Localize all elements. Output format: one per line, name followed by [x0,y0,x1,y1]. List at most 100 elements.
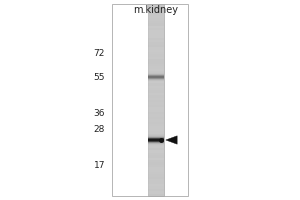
Bar [148,114,164,117]
Bar [148,155,164,158]
Bar [148,134,164,136]
Bar [148,23,164,26]
Text: 28: 28 [94,124,105,134]
Bar [148,184,164,186]
Bar [148,78,164,79]
Text: 17: 17 [94,160,105,170]
Bar [148,138,164,139]
Bar [148,167,164,170]
Bar [148,4,164,6]
Bar [148,191,164,194]
Bar [148,73,164,74]
Bar [148,137,164,138]
Bar [148,162,164,165]
Bar [148,95,164,98]
Bar [148,21,164,23]
Bar [148,64,164,66]
Bar [148,11,164,14]
Bar [148,144,164,145]
Bar [148,52,164,54]
Bar [148,79,164,80]
Bar [148,194,164,196]
Bar [148,66,164,69]
Bar [148,172,164,174]
Bar [148,18,164,21]
Bar [148,189,164,191]
Bar [148,124,164,126]
Bar [148,54,164,57]
Bar [148,81,164,83]
Bar [148,42,164,45]
Bar [148,112,164,114]
Bar [148,93,164,95]
Bar [148,76,164,77]
Bar [148,50,164,52]
Bar [148,119,164,122]
Bar [148,150,164,153]
Bar [148,142,164,143]
Bar [148,145,164,146]
Bar [148,72,164,73]
Bar [148,98,164,100]
Bar [148,77,164,78]
Bar [148,38,164,40]
Text: 55: 55 [94,72,105,82]
Bar [148,69,164,71]
Bar [148,177,164,179]
Text: 36: 36 [94,108,105,117]
Bar [148,4,164,196]
Bar [148,45,164,47]
Bar [148,143,164,146]
Bar [148,105,164,107]
Bar [112,4,188,196]
Bar [148,47,164,50]
Bar [148,107,164,110]
Bar [148,141,164,142]
Bar [148,134,164,135]
Bar [148,35,164,38]
Bar [148,158,164,160]
Bar [148,80,164,81]
Bar [148,126,164,129]
Bar [148,62,164,64]
Bar [148,33,164,35]
Bar [148,76,164,78]
Bar [148,40,164,42]
Bar [148,74,164,76]
Bar [148,71,164,74]
Bar [148,186,164,189]
Bar [148,165,164,167]
Text: 72: 72 [94,49,105,58]
Bar [148,88,164,90]
Bar [148,6,164,9]
Bar [148,143,164,144]
Bar [148,136,164,137]
Bar [148,74,164,75]
Bar [148,129,164,131]
Bar [148,141,164,143]
Bar [148,9,164,11]
Bar [148,14,164,16]
Bar [148,136,164,138]
Bar [148,57,164,59]
Bar [148,26,164,28]
Bar [148,86,164,88]
Polygon shape [166,136,177,144]
Bar [148,135,164,136]
Bar [148,59,164,62]
Bar [148,170,164,172]
Bar [148,138,164,141]
Bar [148,16,164,18]
Bar [148,28,164,30]
Bar [148,75,164,76]
Bar [148,140,164,141]
Bar [148,110,164,112]
Bar [148,148,164,150]
Bar [148,81,164,82]
Bar [148,102,164,105]
Bar [148,139,164,140]
Bar [148,160,164,162]
Bar [148,122,164,124]
Bar [148,117,164,119]
Bar [148,146,164,148]
